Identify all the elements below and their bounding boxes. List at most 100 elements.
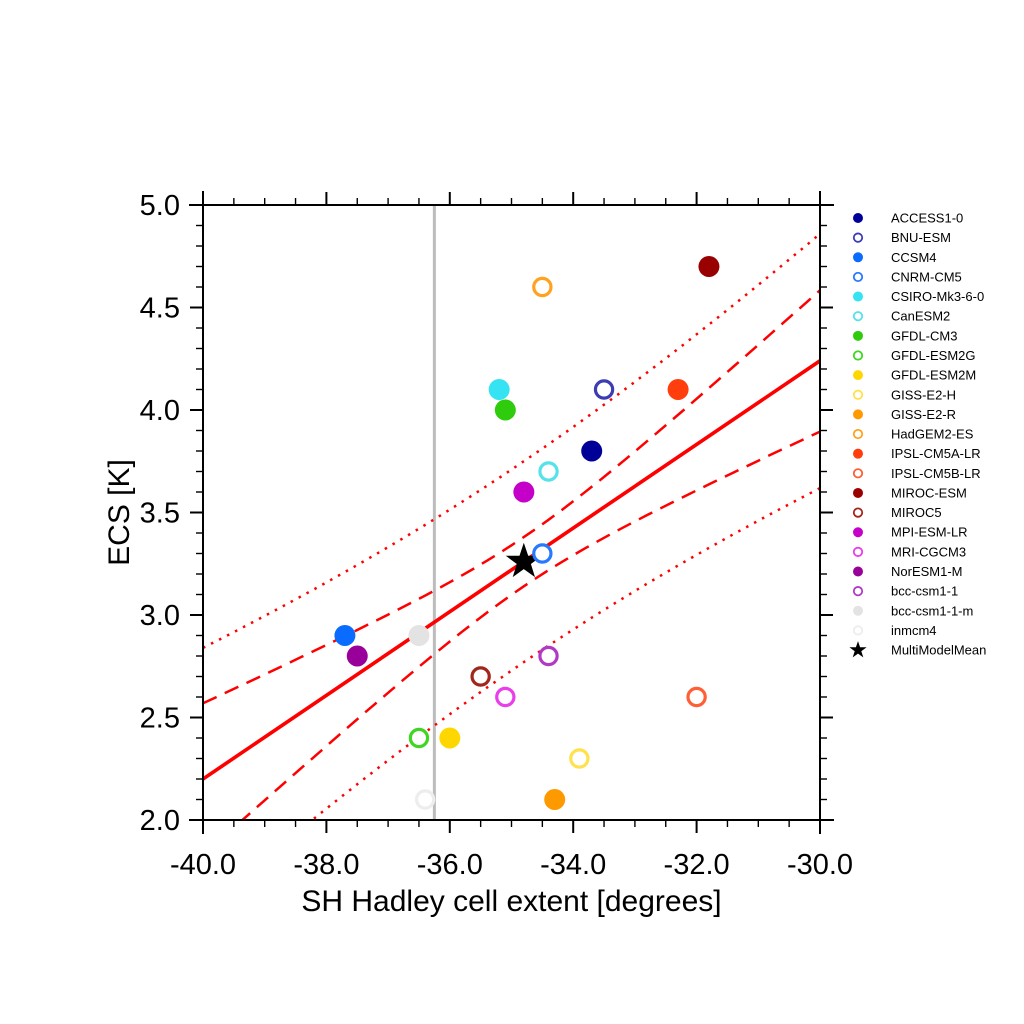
legend-filled-circle-marker <box>853 409 863 420</box>
point-IPSL-CM5A-LR <box>667 379 689 400</box>
legend-open-circle-marker <box>852 311 864 322</box>
legend-open-circle-marker <box>852 586 864 597</box>
legend-star-marker <box>849 641 867 658</box>
point-GISS-E2-H <box>569 748 590 769</box>
point-MIROC5 <box>470 666 491 687</box>
y-tick-label: 5.0 <box>140 190 180 222</box>
y-tick-label: 2.5 <box>140 703 180 735</box>
legend-item-CanESM2: CanESM2 <box>852 309 950 324</box>
legend-label: bcc-csm1-1-m <box>891 603 973 618</box>
point-bcc-csm1-1 <box>538 645 559 667</box>
point-GFDL-ESM2M <box>439 727 461 749</box>
x-tick-label: -38.0 <box>293 849 359 881</box>
legend-filled-circle-marker <box>853 370 863 381</box>
legend-label: IPSL-CM5A-LR <box>891 446 981 461</box>
legend-item-GISS-E2-R: GISS-E2-R <box>853 407 956 422</box>
legend-filled-circle-marker <box>853 566 863 577</box>
legend-label: MIROC5 <box>891 505 942 520</box>
legend-label: HadGEM2-ES <box>891 427 974 442</box>
legend-item-IPSL-CM5A-LR: IPSL-CM5A-LR <box>853 446 981 461</box>
x-tick-label: -36.0 <box>417 849 483 881</box>
upper-dashed-band-line <box>203 289 820 705</box>
point-IPSL-CM5B-LR <box>686 686 707 708</box>
legend-item-MultiModelMean: MultiModelMean <box>849 641 986 658</box>
legend-label: inmcm4 <box>891 623 937 638</box>
y-tick-label: 3.0 <box>140 600 180 632</box>
legend-item-bcc-csm1-1: bcc-csm1-1 <box>852 584 958 599</box>
legend-open-circle-marker <box>852 507 864 518</box>
legend-filled-circle-marker <box>853 487 863 498</box>
legend-label: ACCESS1-0 <box>891 211 963 226</box>
fit-lines-group <box>203 232 820 820</box>
legend-open-circle-marker <box>852 625 864 636</box>
point-CNRM-CM5 <box>532 543 553 564</box>
legend-label: IPSL-CM5B-LR <box>891 466 981 481</box>
lower-dashed-band-line <box>240 430 820 820</box>
legend-label: GFDL-CM3 <box>891 328 957 343</box>
legend-filled-circle-marker <box>853 213 863 223</box>
y-tick-label: 4.0 <box>140 395 180 427</box>
legend-filled-circle-marker <box>853 330 863 341</box>
y-axis-title: ECS [K] <box>103 459 136 566</box>
x-tick-label: -40.0 <box>170 849 236 881</box>
point-GISS-E2-R <box>544 789 566 810</box>
point-CCSM4 <box>334 625 356 646</box>
point-bcc-csm1-1-m <box>408 625 430 646</box>
point-MultiModelMean <box>505 542 542 578</box>
legend-item-bcc-csm1-1-m: bcc-csm1-1-m <box>853 603 973 618</box>
legend-item-CCSM4: CCSM4 <box>853 250 937 265</box>
upper-dotted-band-line <box>203 232 820 650</box>
y-tick-label: 4.5 <box>140 293 180 325</box>
legend-label: GFDL-ESM2G <box>891 348 976 363</box>
legend-label: CanESM2 <box>891 309 950 324</box>
legend-open-circle-marker <box>852 350 864 361</box>
legend-filled-circle-marker <box>853 605 863 616</box>
legend-filled-circle-marker <box>853 527 863 538</box>
axes-group <box>189 191 834 834</box>
data-points-group <box>334 256 720 810</box>
legend-item-GFDL-ESM2M: GFDL-ESM2M <box>853 368 976 383</box>
legend-label: MultiModelMean <box>891 643 986 658</box>
legend-item-HadGEM2-ES: HadGEM2-ES <box>852 427 974 442</box>
legend-item-MIROC5: MIROC5 <box>852 505 942 520</box>
legend-label: GISS-E2-R <box>891 407 956 422</box>
legend-item-GISS-E2-H: GISS-E2-H <box>852 387 956 402</box>
legend-label: CSIRO-Mk3-6-0 <box>891 289 984 304</box>
legend-item-GFDL-ESM2G: GFDL-ESM2G <box>852 348 976 363</box>
y-tick-label: 3.5 <box>140 498 180 530</box>
legend-item-CSIRO-Mk3-6-0: CSIRO-Mk3-6-0 <box>853 289 984 304</box>
legend-open-circle-marker <box>852 468 864 479</box>
point-MPI-ESM-LR <box>513 481 535 503</box>
legend-item-inmcm4: inmcm4 <box>852 623 937 638</box>
point-MIROC-ESM <box>698 256 720 277</box>
legend-label: MIROC-ESM <box>891 485 967 500</box>
legend-label: CCSM4 <box>891 250 937 265</box>
legend-item-MIROC-ESM: MIROC-ESM <box>853 485 967 500</box>
legend-label: GISS-E2-H <box>891 387 956 402</box>
legend-item-GFDL-CM3: GFDL-CM3 <box>853 328 957 343</box>
legend-item-NorESM1-M: NorESM1-M <box>853 564 963 579</box>
legend-label: MPI-ESM-LR <box>891 525 968 540</box>
point-BNU-ESM <box>593 379 615 400</box>
point-CSIRO-Mk3-6-0 <box>488 379 510 400</box>
point-ACCESS1-0 <box>581 440 603 462</box>
legend-item-MRI-CGCM3: MRI-CGCM3 <box>852 544 966 559</box>
point-NorESM1-M <box>346 645 368 667</box>
point-inmcm4 <box>414 789 436 810</box>
legend-label: NorESM1-M <box>891 564 963 579</box>
point-MRI-CGCM3 <box>495 686 516 708</box>
x-axis-title: SH Hadley cell extent [degrees] <box>301 885 721 918</box>
legend-filled-circle-marker <box>853 291 863 302</box>
legend-item-ACCESS1-0: ACCESS1-0 <box>853 211 963 226</box>
legend-label: BNU-ESM <box>891 230 951 245</box>
legend-label: MRI-CGCM3 <box>891 544 966 559</box>
x-tick-label: -32.0 <box>664 849 730 881</box>
legend-item-BNU-ESM: BNU-ESM <box>852 230 951 245</box>
legend-label: bcc-csm1-1 <box>891 584 958 599</box>
legend-filled-circle-marker <box>853 252 863 263</box>
legend-label: CNRM-CM5 <box>891 269 962 284</box>
legend-open-circle-marker <box>852 271 864 283</box>
legend: ACCESS1-0 BNU-ESM CCSM4 CNRM-CM5 CSIRO-Mk3-6… <box>849 211 986 658</box>
